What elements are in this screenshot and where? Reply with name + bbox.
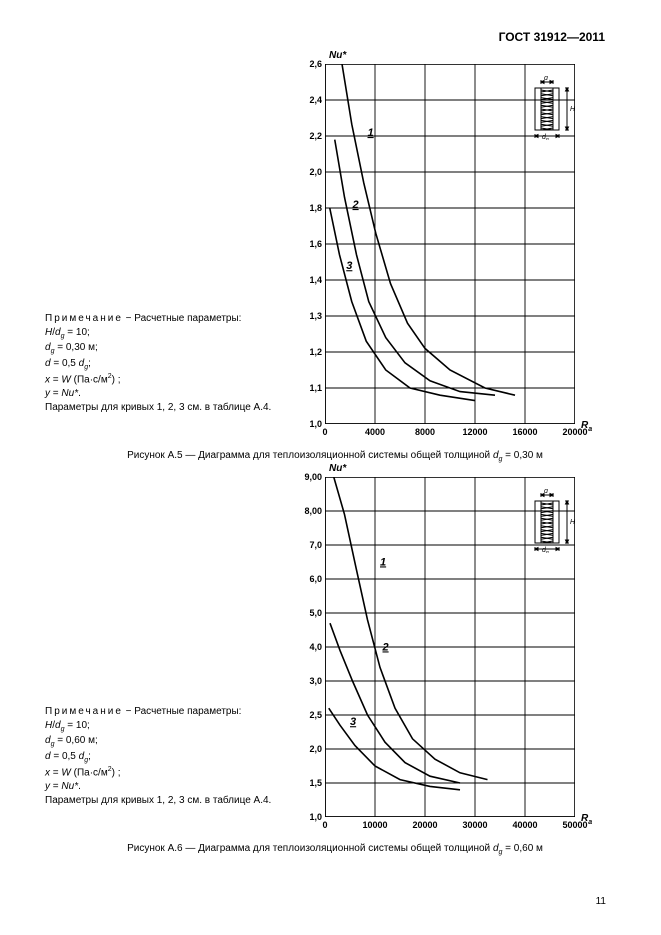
caption-a5-value: = 0,30 м (502, 450, 543, 461)
y-axis-label: Nu* (329, 463, 346, 474)
x-tick: 12000 (462, 424, 487, 437)
x-tick: 0 (322, 817, 327, 830)
figure-a5-block: Примечание − Расчетные параметры: H/dg =… (45, 64, 625, 444)
note-heading-spaced: Примечание (45, 706, 123, 717)
inset-schematic: d dg H (523, 489, 577, 553)
notes-a6: Примечание − Расчетные параметры: H/dg =… (45, 705, 325, 837)
curve-label: 2 (382, 641, 389, 653)
svg-text:dg: dg (542, 547, 549, 553)
curve-label: 1 (368, 127, 374, 139)
chart-a5: 123Nu*Ra2,62,42,22,01,81,61,41,31,21,11,… (325, 64, 595, 444)
curve-label: 3 (350, 716, 356, 728)
note-line: H/dg = 10; (45, 719, 325, 734)
notes-a5: Примечание − Расчетные параметры: H/dg =… (45, 312, 325, 444)
note-line: d = 0,5 dg; (45, 750, 325, 765)
x-tick: 30000 (462, 817, 487, 830)
curve-label: 3 (346, 260, 352, 272)
y-tick: 6,0 (309, 574, 325, 584)
note-lines-a6: H/dg = 10;dg = 0,60 м;d = 0,5 dg;x = W (… (45, 719, 325, 794)
y-tick: 3,0 (309, 676, 325, 686)
y-tick: 5,0 (309, 608, 325, 618)
note-heading-rest: − Расчетные параметры: (123, 706, 242, 717)
caption-a6-prefix: Рисунок А.6 — Диаграмма для теплоизоляци… (127, 843, 493, 854)
y-tick: 9,00 (304, 472, 325, 482)
svg-text:d: d (544, 76, 549, 82)
note-footer-a6: Параметры для кривых 1, 2, 3 см. в табли… (45, 794, 325, 808)
note-line: y = Nu*. (45, 387, 325, 401)
note-line: H/dg = 10; (45, 326, 325, 341)
x-tick: 16000 (512, 424, 537, 437)
chart-a6: 123Nu*Ra9,008,007,06,05,04,03,02,52,01,5… (325, 477, 595, 837)
y-tick: 2,2 (309, 131, 325, 141)
x-tick: 0 (322, 424, 327, 437)
x-tick: 50000 (562, 817, 587, 830)
note-heading-rest: − Расчетные параметры: (123, 313, 242, 324)
page-number: 11 (596, 896, 606, 907)
x-tick: 40000 (512, 817, 537, 830)
y-tick: 7,0 (309, 540, 325, 550)
curve-label: 1 (380, 556, 386, 568)
svg-text:H: H (570, 519, 576, 526)
y-tick: 8,00 (304, 506, 325, 516)
note-heading-spaced: Примечание (45, 313, 123, 324)
y-tick: 1,1 (309, 383, 325, 393)
y-tick: 1,2 (309, 347, 325, 357)
caption-a6: Рисунок А.6 — Диаграмма для теплоизоляци… (45, 843, 625, 856)
x-tick: 20000 (562, 424, 587, 437)
y-axis-label: Nu* (329, 50, 346, 61)
document-header: ГОСТ 31912—2011 (45, 30, 625, 44)
figure-a6-block: Примечание − Расчетные параметры: H/dg =… (45, 477, 625, 837)
caption-a5-prefix: Рисунок А.5 — Диаграмма для теплоизоляци… (127, 450, 493, 461)
y-tick: 1,8 (309, 203, 325, 213)
note-lines-a5: H/dg = 10;dg = 0,30 м;d = 0,5 dg;x = W (… (45, 326, 325, 401)
y-tick: 4,0 (309, 642, 325, 652)
caption-a6-value: = 0,60 м (502, 843, 543, 854)
x-tick: 4000 (365, 424, 385, 437)
note-line: dg = 0,30 м; (45, 341, 325, 356)
note-line: dg = 0,60 м; (45, 734, 325, 749)
x-tick: 20000 (412, 817, 437, 830)
curve-label: 2 (352, 199, 359, 211)
x-tick: 8000 (415, 424, 435, 437)
svg-text:d: d (544, 489, 549, 495)
inset-diagram: d dg H (523, 76, 577, 140)
svg-text:dg: dg (542, 134, 549, 140)
y-tick: 2,4 (309, 95, 325, 105)
y-tick: 1,3 (309, 311, 325, 321)
note-line: x = W (Па·с/м2) ; (45, 372, 325, 387)
inset-diagram: d dg H (523, 489, 577, 553)
note-footer-a5: Параметры для кривых 1, 2, 3 см. в табли… (45, 401, 325, 415)
y-tick: 1,5 (309, 778, 325, 788)
inset-schematic: d dg H (523, 76, 577, 140)
note-line: x = W (Па·с/м2) ; (45, 765, 325, 780)
svg-text:H: H (570, 106, 576, 113)
caption-a5: Рисунок А.5 — Диаграмма для теплоизоляци… (45, 450, 625, 463)
y-tick: 2,6 (309, 59, 325, 69)
y-tick: 1,4 (309, 275, 325, 285)
y-tick: 2,0 (309, 167, 325, 177)
note-line: y = Nu*. (45, 780, 325, 794)
y-tick: 2,0 (309, 744, 325, 754)
y-tick: 1,6 (309, 239, 325, 249)
y-tick: 2,5 (309, 710, 325, 720)
x-tick: 10000 (362, 817, 387, 830)
note-line: d = 0,5 dg; (45, 357, 325, 372)
